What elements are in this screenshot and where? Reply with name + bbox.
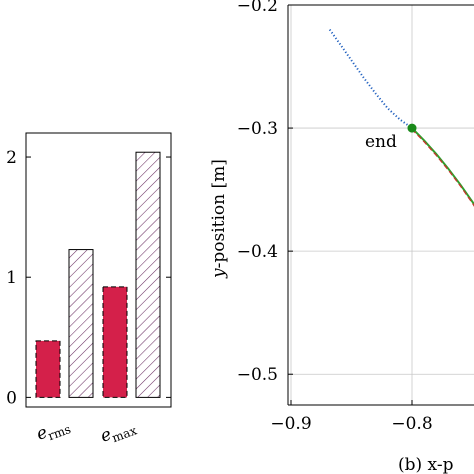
trajectory-line-solid — [411, 127, 474, 207]
trajectory-plot-panel: −0.2 −0.3 −0.4 −0.5 −0.9 −0.8 end y-position… — [209, 0, 474, 474]
y-tick-label: 0 — [6, 388, 17, 408]
y-tick-label: −0.3 — [237, 119, 278, 139]
bar-e_max-hatched — [135, 151, 161, 398]
x-tick-label-erms: erms — [34, 415, 73, 447]
bar-e_max-solid — [102, 286, 128, 398]
y-tick-label: 1 — [6, 268, 17, 288]
bar-chart-frame — [25, 132, 172, 408]
bar-y-axis: 0 1 2 — [6, 148, 171, 408]
end-point-marker — [407, 123, 417, 133]
bar-x-axis: erms emax — [34, 415, 139, 449]
plot-y-axis: −0.2 −0.3 −0.4 −0.5 — [237, 0, 293, 385]
trajectory-line-dotted — [328, 29, 413, 129]
x-tick-label-emax: emax — [98, 416, 139, 449]
y-tick-label: −0.5 — [237, 365, 278, 385]
bar-chart-panel: 0 1 2 erms emax — [6, 132, 172, 449]
bar-e_rms-hatched — [68, 249, 94, 398]
bar-series — [35, 151, 161, 398]
x-axis-label: (b) x-p — [398, 455, 454, 474]
plot-grid — [288, 4, 474, 405]
y-axis-label: y-position [m] — [209, 159, 229, 279]
y-tick-label: −0.4 — [237, 242, 278, 262]
trajectory-line-dashed — [411, 128, 474, 207]
trajectory-lines — [328, 29, 474, 207]
x-tick-label: −0.9 — [270, 414, 311, 434]
plot-x-axis: −0.9 −0.8 — [270, 400, 433, 434]
x-tick-label: −0.8 — [391, 414, 432, 434]
y-tick-label: −0.2 — [237, 0, 278, 16]
end-annotation: end — [365, 132, 397, 152]
bar-e_rms-solid — [35, 340, 61, 398]
y-tick-label: 2 — [6, 148, 17, 168]
